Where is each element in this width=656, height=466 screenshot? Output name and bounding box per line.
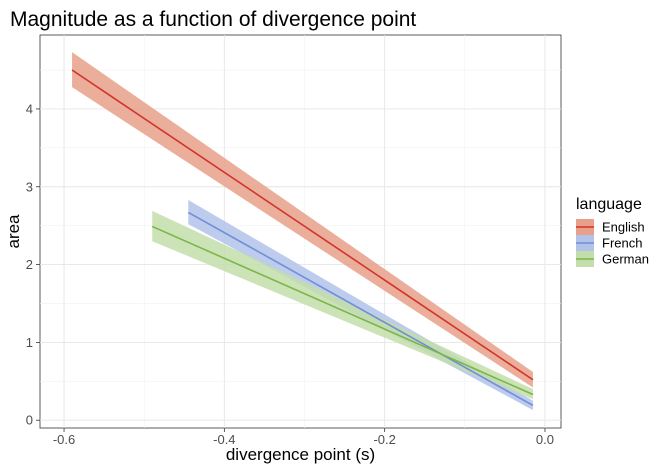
legend-label-french: French	[602, 236, 642, 251]
x-tick-label: -0.2	[373, 432, 395, 447]
legend-key-french	[576, 235, 594, 251]
legend-label-german: German	[602, 252, 649, 267]
legend-key-english	[576, 219, 594, 235]
series-line-english	[71, 69, 534, 381]
legend-key-german	[576, 251, 594, 267]
y-tick-label: 1	[26, 335, 33, 350]
legend-label-english: English	[602, 220, 645, 235]
x-tick-label: -0.4	[213, 432, 235, 447]
confidence-band-english	[72, 52, 533, 388]
series-line-german	[151, 225, 534, 396]
series-line-french	[187, 211, 534, 407]
y-tick-label: 2	[26, 257, 33, 272]
chart-title: Magnitude as a function of divergence po…	[10, 8, 416, 31]
y-tick-label: 4	[26, 101, 33, 116]
x-tick-label: -0.6	[53, 432, 75, 447]
x-tick-label: 0.0	[536, 432, 554, 447]
y-tick-label: 0	[26, 413, 33, 428]
y-axis-title: area	[4, 214, 23, 249]
series-lines	[71, 69, 534, 407]
x-axis-title: divergence point (s)	[226, 445, 375, 464]
axis-ticks: -0.6 -0.4 -0.2 0.0 0 1 2 3 4	[26, 101, 554, 447]
y-tick-label: 3	[26, 179, 33, 194]
legend-title: language	[576, 196, 642, 213]
